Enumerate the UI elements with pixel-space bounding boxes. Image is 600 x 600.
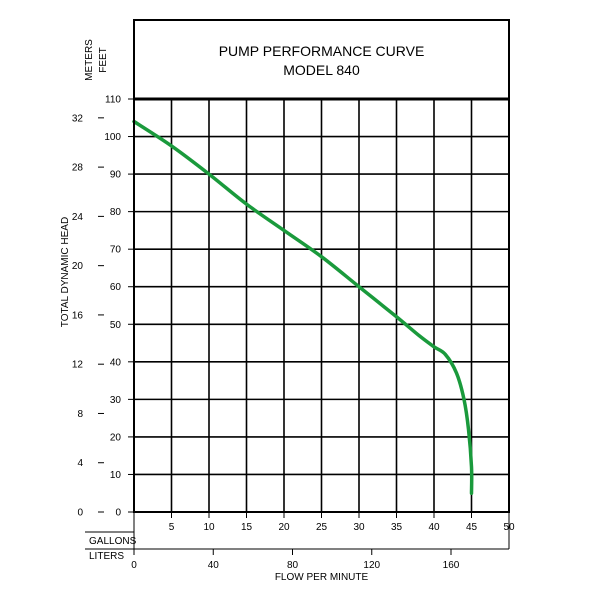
meters-tick-label: 0 bbox=[77, 508, 83, 519]
gallons-tick-labels: 5 10 15 20 25 30 35 40 45 50 bbox=[169, 512, 515, 533]
feet-tick-label: 40 bbox=[110, 357, 122, 368]
chart-title-line-1: PUMP PERFORMANCE CURVE bbox=[219, 43, 425, 59]
chart-title-line-2: MODEL 840 bbox=[283, 62, 360, 78]
x-axis-label: FLOW PER MINUTE bbox=[275, 572, 369, 583]
gallons-tick-label: 45 bbox=[466, 522, 478, 533]
meters-tick-label: 16 bbox=[72, 310, 84, 321]
meters-tick-label: 24 bbox=[72, 212, 84, 223]
grid bbox=[134, 99, 509, 512]
gallons-unit-label: GALLONS bbox=[89, 536, 137, 547]
feet-unit-label: FEET bbox=[98, 47, 109, 73]
feet-tick-label: 60 bbox=[110, 282, 122, 293]
feet-tick-label: 110 bbox=[105, 95, 121, 106]
liters-tick-label: 0 bbox=[131, 560, 137, 571]
meters-tick-label: 20 bbox=[72, 261, 84, 272]
feet-tick-label: 70 bbox=[110, 245, 122, 256]
gallons-tick-label: 35 bbox=[391, 522, 403, 533]
feet-tick-label: 10 bbox=[110, 470, 122, 481]
meters-unit-label: METERS bbox=[84, 39, 95, 81]
liters-tick-label: 160 bbox=[443, 560, 460, 571]
meters-tick-label: 32 bbox=[72, 113, 84, 124]
gallons-tick-label: 30 bbox=[353, 522, 365, 533]
feet-tick-labels: 0 10 20 30 40 50 60 70 80 90 100 110 bbox=[104, 95, 134, 519]
feet-tick-label: 0 bbox=[115, 508, 121, 519]
feet-tick-label: 100 bbox=[104, 132, 121, 143]
feet-tick-label: 30 bbox=[110, 395, 122, 406]
feet-tick-label: 90 bbox=[110, 170, 122, 181]
liters-tick-label: 40 bbox=[208, 560, 220, 571]
liters-unit-label: LITERS bbox=[89, 551, 124, 562]
feet-tick-label: 80 bbox=[110, 207, 122, 218]
series-group bbox=[132, 119, 474, 495]
meters-tick-label: 12 bbox=[72, 360, 84, 371]
gallons-tick-label: 25 bbox=[316, 522, 328, 533]
meters-tick-label: 4 bbox=[77, 458, 83, 469]
gallons-tick-label: 20 bbox=[278, 522, 290, 533]
performance-curve bbox=[132, 119, 474, 495]
gallons-tick-label: 5 bbox=[169, 522, 175, 533]
y-axis-label: TOTAL DYNAMIC HEAD bbox=[60, 217, 71, 327]
meters-tick-labels: 0 4 8 12 16 20 24 28 32 bbox=[72, 113, 104, 519]
liters-tick-label: 80 bbox=[287, 560, 299, 571]
liters-tick-label: 120 bbox=[363, 560, 380, 571]
meters-tick-label: 28 bbox=[72, 163, 84, 174]
feet-tick-label: 20 bbox=[110, 432, 122, 443]
feet-tick-label: 50 bbox=[110, 320, 122, 331]
gallons-tick-label: 10 bbox=[203, 522, 215, 533]
title-box bbox=[133, 19, 510, 100]
gallons-tick-label: 40 bbox=[428, 522, 440, 533]
gallons-tick-label: 15 bbox=[241, 522, 253, 533]
liters-tick-labels: 0 40 80 120 160 bbox=[131, 549, 460, 571]
meters-tick-label: 8 bbox=[77, 409, 83, 420]
